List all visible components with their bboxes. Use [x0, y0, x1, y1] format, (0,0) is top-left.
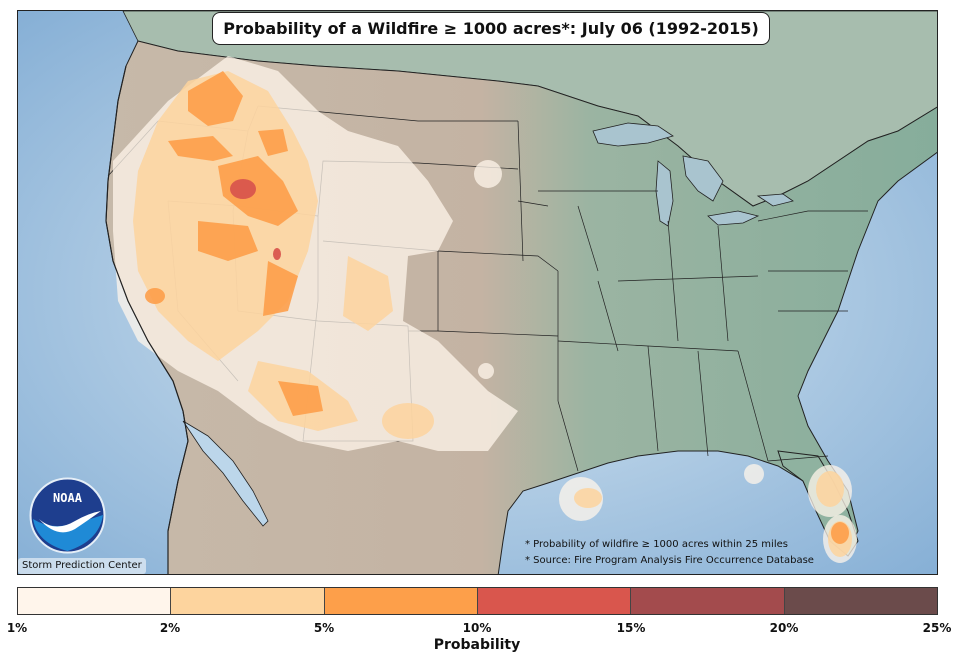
colorbar-tick: 25%	[922, 621, 952, 635]
noaa-logo: NOAA	[29, 477, 106, 554]
colorbar-segment	[477, 588, 632, 614]
footnote-source: * Source: Fire Program Analysis Fire Occ…	[525, 555, 814, 566]
colorbar-segment	[631, 588, 785, 614]
prob-10-15pct	[230, 179, 281, 260]
map-canvas	[18, 11, 937, 574]
west-coast-line	[105, 65, 189, 574]
colorbar-tick: 15%	[616, 621, 646, 635]
colorbar-tick: 10%	[462, 621, 492, 635]
colorbar-segment	[784, 588, 937, 614]
credit-label: Storm Prediction Center	[18, 558, 146, 574]
colorbar-tick: 20%	[769, 621, 799, 635]
map-panel	[17, 10, 938, 575]
prob-5-10pct	[145, 71, 849, 544]
map-title: Probability of a Wildfire ≥ 1000 acres*:…	[212, 12, 770, 45]
colorbar-segment	[324, 588, 478, 614]
colorbar-tick: 1%	[6, 621, 28, 635]
lake-erie	[707, 210, 760, 226]
colorbar-tick: 2%	[159, 621, 181, 635]
colorbar-label: Probability	[433, 637, 521, 653]
lake-ontario	[756, 193, 794, 207]
colorbar	[17, 587, 938, 615]
great-lakes	[592, 122, 794, 227]
colorbar-tick: 5%	[313, 621, 335, 635]
footnotes: * Probability of wildfire ≥ 1000 acres w…	[525, 537, 814, 569]
lake-superior	[592, 122, 674, 147]
footnote-definition: * Probability of wildfire ≥ 1000 acres w…	[525, 539, 788, 550]
colorbar-segment	[171, 588, 325, 614]
noaa-emblem-icon	[29, 477, 106, 554]
lake-huron	[682, 155, 724, 202]
colorbar-segment	[18, 588, 172, 614]
probability-contours	[113, 56, 857, 563]
noaa-logo-text: NOAA	[53, 491, 82, 505]
gulf-of-california	[182, 420, 269, 527]
